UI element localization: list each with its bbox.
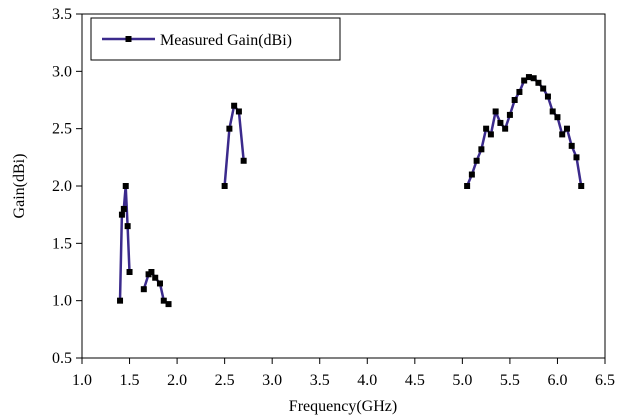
data-point (516, 88, 523, 95)
plot-area (81, 13, 606, 359)
data-point (468, 171, 475, 178)
x-tick-label: 5.0 (452, 372, 472, 389)
data-point (530, 75, 537, 82)
x-tick-label: 3.5 (310, 372, 330, 389)
data-point (221, 183, 228, 189)
data-point (492, 108, 499, 115)
y-tick-label: 0.5 (52, 350, 72, 367)
y-axis-title: Gain(dBi) (11, 154, 28, 219)
data-point (544, 93, 551, 100)
y-tick-label: 2.5 (52, 121, 72, 138)
x-tick-label: 2.5 (215, 372, 235, 389)
data-point (511, 97, 518, 103)
data-point (140, 286, 147, 293)
data-point (563, 125, 570, 132)
data-point (578, 183, 585, 189)
data-point (573, 154, 580, 161)
data-point (559, 131, 566, 138)
data-point (497, 119, 504, 126)
series-layer (117, 74, 585, 308)
data-point (124, 223, 131, 230)
data-point (226, 125, 233, 132)
data-point (240, 157, 247, 164)
data-point (483, 125, 490, 132)
data-point (165, 301, 172, 308)
data-point (117, 297, 124, 304)
x-tick-label: 3.0 (262, 372, 282, 389)
data-point (148, 269, 155, 275)
data-point (160, 297, 167, 304)
x-axis-title: Frequency(GHz) (289, 398, 397, 415)
data-point (122, 183, 129, 189)
data-point (568, 142, 575, 149)
data-point (126, 269, 133, 275)
series-line-segment (118, 184, 131, 301)
data-point (502, 125, 509, 132)
x-tick-label: 4.0 (357, 372, 377, 389)
x-tick-label: 1.0 (72, 372, 92, 389)
x-tick-label: 5.5 (500, 372, 520, 389)
data-point (156, 280, 163, 287)
y-tick-label: 3.5 (52, 6, 72, 23)
y-tick-label: 3.0 (52, 63, 72, 80)
y-tick-label: 1.0 (52, 293, 72, 310)
data-point (554, 114, 561, 121)
data-point (540, 85, 547, 92)
x-tick-label: 6.5 (595, 372, 615, 389)
data-point (473, 157, 480, 164)
data-point (521, 77, 528, 84)
legend-label: Measured Gain(dBi) (160, 32, 292, 49)
y-axis-ticks: 0.5 1.0 1.5 2.0 2.5 3.0 3.5 (52, 6, 82, 367)
data-point (506, 111, 513, 118)
data-point (231, 102, 238, 109)
x-tick-label: 1.5 (120, 372, 140, 389)
legend: Measured Gain(dBi) (90, 17, 341, 61)
legend-marker (125, 36, 132, 42)
data-point (549, 108, 556, 115)
data-point (487, 131, 494, 138)
data-point (152, 274, 159, 281)
x-tick-label: 6.0 (547, 372, 567, 389)
data-point (535, 79, 542, 86)
data-point (235, 108, 242, 115)
x-axis-ticks: 1.0 1.5 2.0 2.5 3.0 3.5 4.0 4.5 5.0 5.5 6.0 6.5 (72, 358, 615, 389)
y-tick-label: 1.5 (52, 235, 72, 252)
data-point (525, 74, 532, 81)
data-point (464, 183, 471, 189)
data-point (118, 211, 125, 218)
y-tick-label: 2.0 (52, 178, 72, 195)
data-point (120, 205, 127, 212)
x-tick-label: 4.5 (405, 372, 425, 389)
x-tick-label: 2.0 (167, 372, 187, 389)
data-point (478, 146, 485, 153)
